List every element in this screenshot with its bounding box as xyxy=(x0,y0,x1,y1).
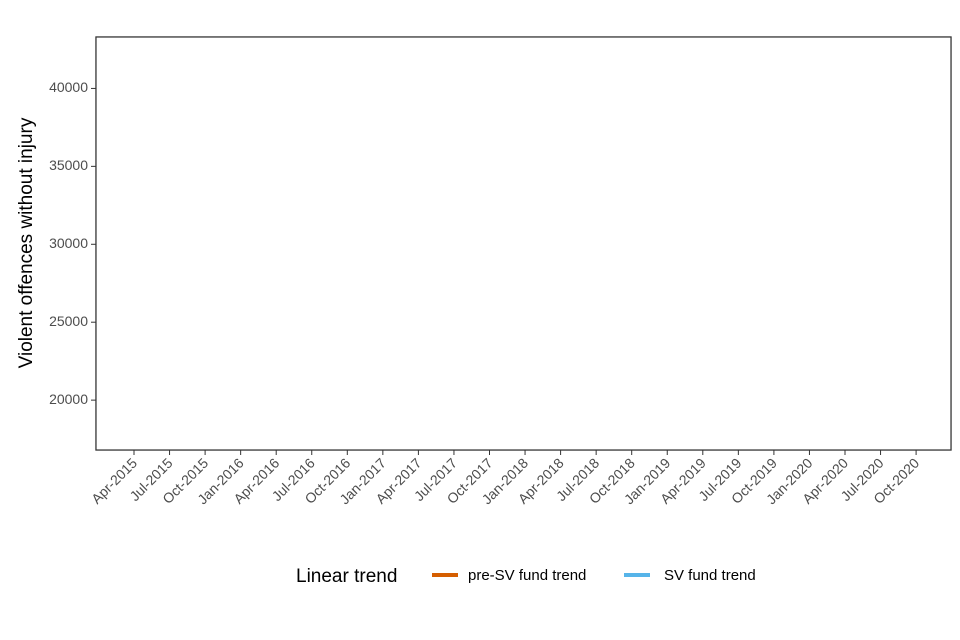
y-tick-label: 35000 xyxy=(49,157,88,173)
y-tick-label: 25000 xyxy=(49,313,88,329)
y-tick-label: 20000 xyxy=(49,391,88,407)
legend-label-pre-sv: pre-SV fund trend xyxy=(468,567,586,584)
x-axis: Apr-2015Jul-2015Oct-2015Jan-2016Apr-2016… xyxy=(88,450,922,507)
legend: Linear trend pre-SV fund trend SV fund t… xyxy=(296,566,756,587)
legend-label-sv: SV fund trend xyxy=(664,567,756,584)
y-axis-title: Violent offences without injury xyxy=(16,117,37,368)
legend-title: Linear trend xyxy=(296,566,397,587)
y-tick-label: 30000 xyxy=(49,235,88,251)
y-axis: 20000 25000 30000 35000 40000 xyxy=(49,79,96,407)
y-tick-label: 40000 xyxy=(49,79,88,95)
